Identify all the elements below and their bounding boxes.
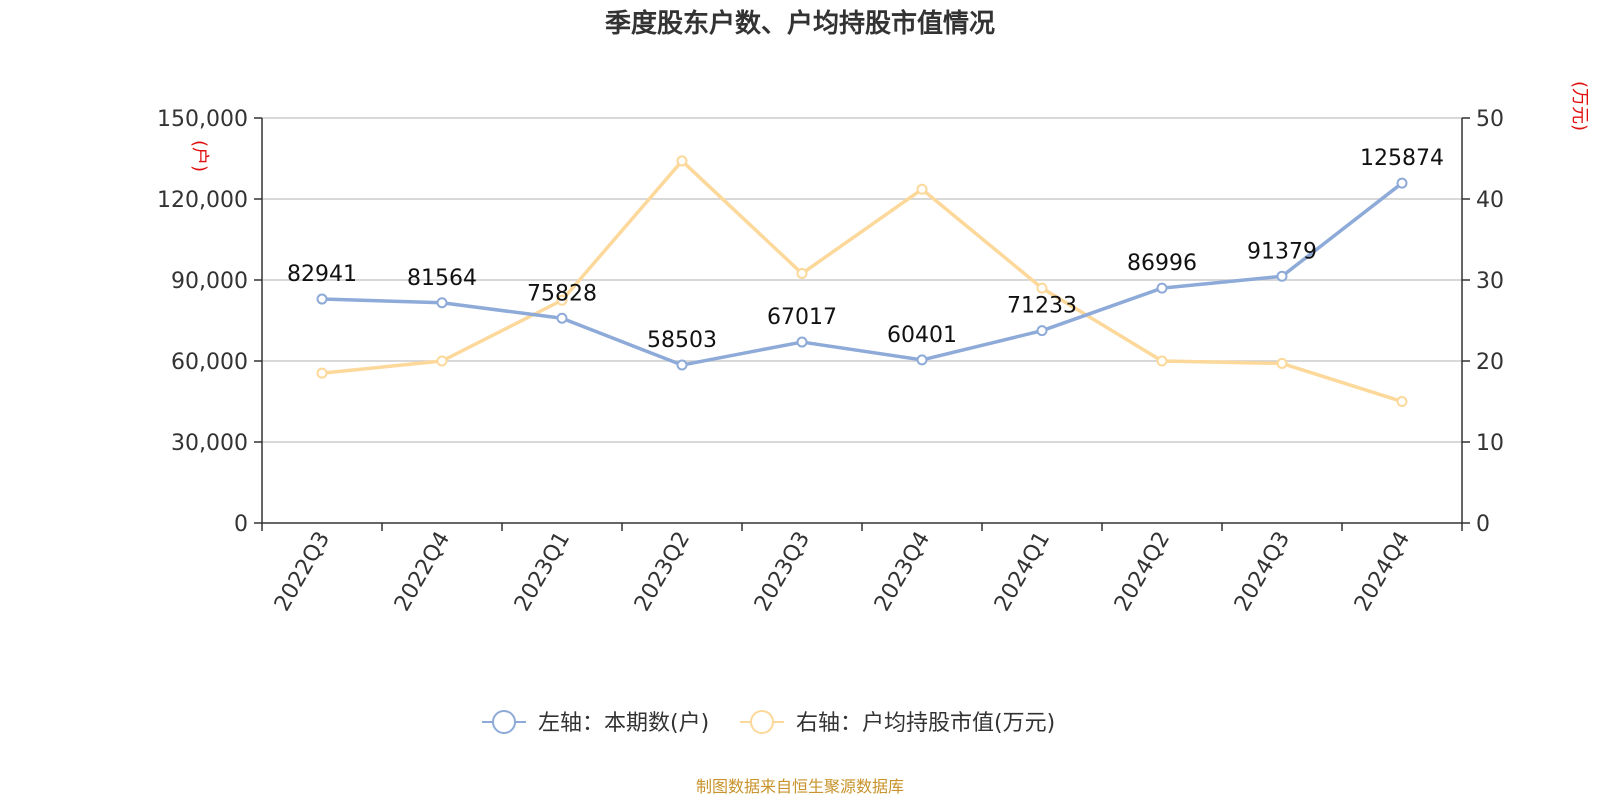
right-axis-tick-label: 0 [1476, 512, 1490, 537]
x-axis-tick-label: 2023Q2 [630, 528, 695, 616]
x-axis-tick-label: 2024Q1 [990, 528, 1055, 616]
right-axis-tick-label: 30 [1476, 269, 1504, 294]
data-label: 60401 [887, 323, 957, 348]
x-axis-tick-label: 2023Q4 [870, 528, 935, 616]
right-axis-tick-label: 50 [1476, 107, 1504, 132]
legend: 左轴：本期数(户) 右轴：户均持股市值(万元) [482, 710, 1055, 736]
data-point [916, 183, 928, 195]
legend-label: 右轴：户均持股市值(万元) [796, 711, 1055, 736]
data-point [796, 336, 808, 348]
data-label: 75828 [527, 281, 597, 306]
legend-label: 左轴：本期数(户) [538, 711, 709, 736]
series-line-1 [321, 181, 1404, 367]
series-line-2 [321, 159, 1403, 404]
data-label: 82941 [287, 262, 357, 287]
data-point [796, 268, 808, 280]
x-axis-tick-label: 2024Q3 [1230, 528, 1295, 616]
data-point [1156, 355, 1168, 367]
left-axis-ticks: 0 30,000 60,000 90,000 120,000 150,000 [157, 107, 262, 537]
data-point [316, 293, 328, 305]
right-axis-ticks: 0 10 20 30 40 50 [1462, 107, 1504, 537]
data-point [676, 155, 688, 167]
data-label: 86996 [1127, 251, 1197, 276]
data-label: 81564 [407, 266, 477, 291]
chart-title: 季度股东户数、户均持股市值情况 [605, 8, 995, 39]
data-point [436, 297, 448, 309]
data-label: 125874 [1360, 146, 1444, 171]
x-axis-tick-label: 2024Q2 [1110, 528, 1175, 616]
x-axis-ticks: 2022Q3 2022Q4 2023Q1 2023Q2 2023Q3 2023Q4 2024… [261, 523, 1463, 616]
legend-marker [750, 710, 774, 734]
data-label: 71233 [1007, 294, 1077, 319]
series-lines [321, 159, 1404, 404]
left-axis-tick-label: 120,000 [157, 188, 248, 213]
right-axis-unit: (万元) [1569, 81, 1590, 131]
data-point [1036, 282, 1048, 294]
x-axis-tick-label: 2024Q4 [1350, 528, 1415, 616]
x-axis-tick-label: 2022Q3 [270, 528, 335, 616]
series-points [316, 155, 1408, 407]
data-point [436, 355, 448, 367]
left-axis-tick-label: 0 [234, 512, 248, 537]
right-axis-tick-label: 10 [1476, 431, 1504, 456]
gridlines [262, 117, 1462, 443]
data-point [1396, 396, 1408, 407]
x-axis-tick-label: 2022Q4 [390, 528, 455, 616]
data-point [316, 367, 328, 379]
x-axis-tick-label: 2023Q1 [510, 528, 575, 616]
axes [261, 118, 1463, 524]
data-point [676, 359, 688, 371]
data-point [556, 312, 568, 324]
data-label: 58503 [647, 328, 717, 353]
data-labels: 82941 81564 75828 58503 67017 60401 71233 86996… [287, 146, 1444, 353]
right-axis-tick-label: 40 [1476, 188, 1504, 213]
left-axis-tick-label: 30,000 [171, 431, 248, 456]
data-label: 91379 [1247, 239, 1317, 264]
left-axis-unit: (户) [189, 140, 210, 172]
data-label: 67017 [767, 305, 837, 330]
legend-marker [492, 710, 516, 734]
data-point [1156, 282, 1168, 294]
source-note: 制图数据来自恒生聚源数据库 [696, 777, 904, 796]
data-point [1396, 177, 1408, 189]
data-point [1276, 357, 1288, 369]
data-point [916, 354, 928, 366]
right-axis-tick-label: 20 [1476, 350, 1504, 375]
left-axis-tick-label: 150,000 [157, 107, 248, 132]
data-point [556, 294, 568, 306]
left-axis-tick-label: 60,000 [171, 350, 248, 375]
x-axis-tick-label: 2023Q3 [750, 528, 815, 616]
left-axis-tick-label: 90,000 [171, 269, 248, 294]
data-point [1276, 270, 1288, 282]
data-point [1036, 325, 1048, 337]
